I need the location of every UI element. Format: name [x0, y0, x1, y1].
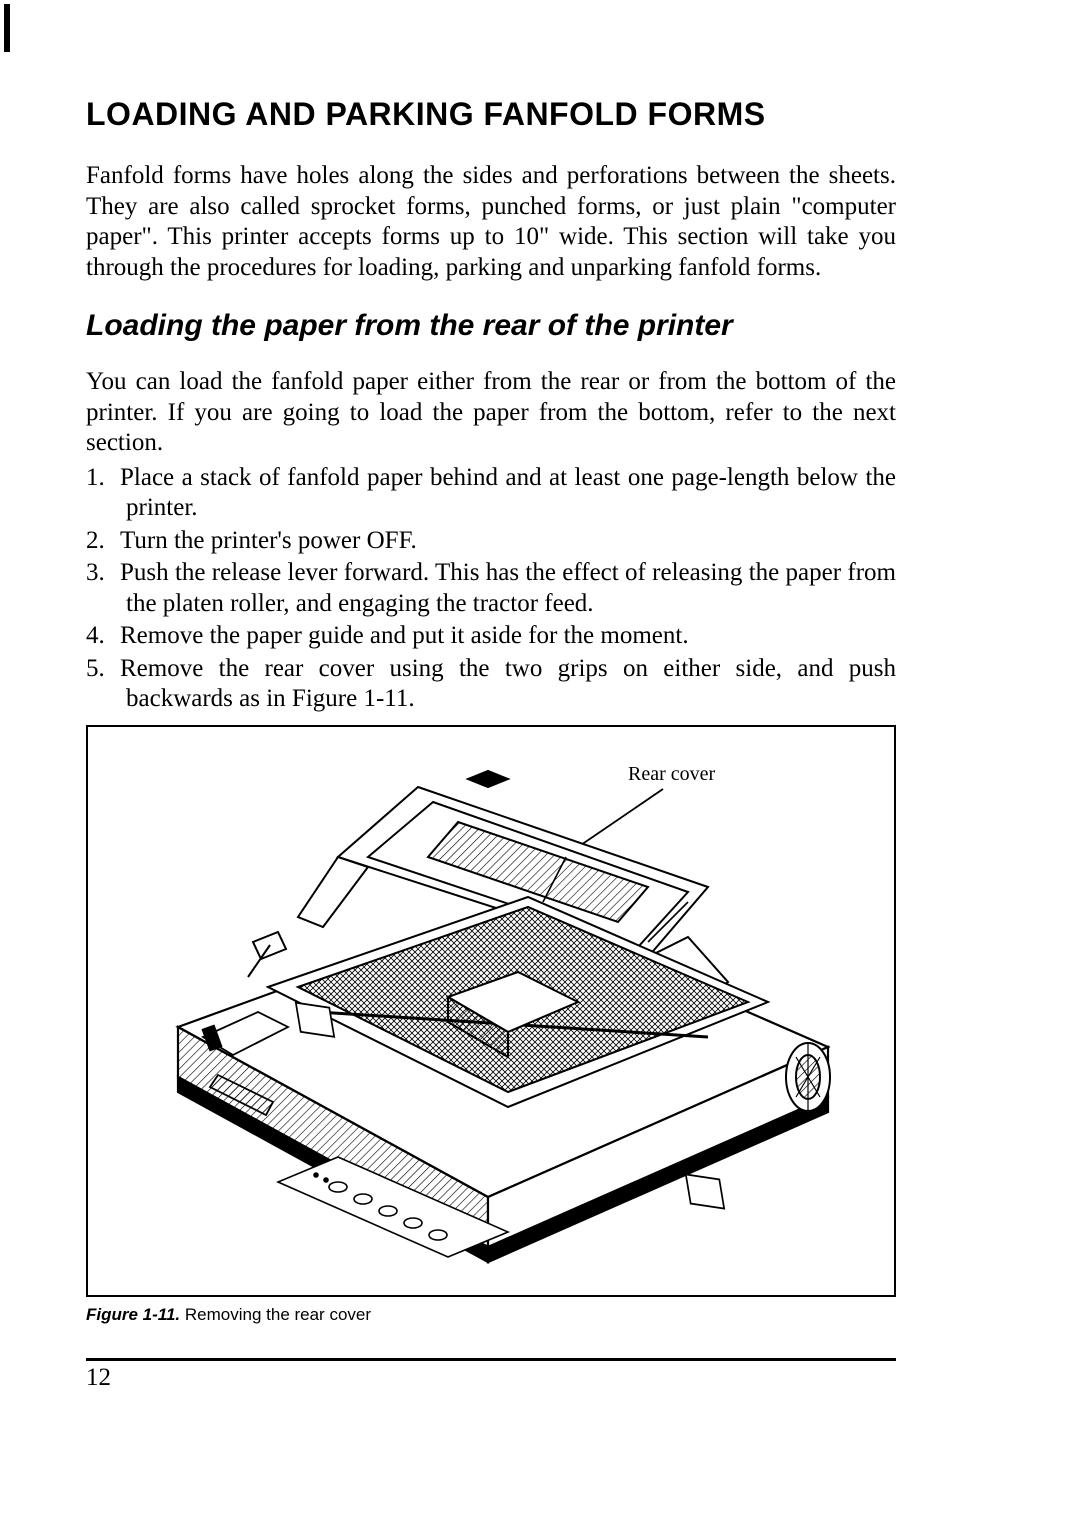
- footer-rule: [86, 1358, 896, 1361]
- list-item: Remove the rear cover using the two grip…: [86, 654, 896, 715]
- intro-paragraph: Fanfold forms have holes along the sides…: [86, 161, 896, 283]
- figure-illustration: Rear cover: [86, 725, 896, 1297]
- sub-paragraph: You can load the fanfold paper either fr…: [86, 367, 896, 459]
- scan-edge-mark: [4, 4, 10, 52]
- figure-number: Figure 1-11.: [86, 1305, 180, 1324]
- page-content: LOADING AND PARKING FANFOLD FORMS Fanfol…: [86, 96, 896, 1325]
- list-item: Place a stack of fanfold paper behind an…: [86, 463, 896, 524]
- list-item: Turn the printer's power OFF.: [86, 526, 896, 557]
- list-item: Remove the paper guide and put it aside …: [86, 621, 896, 652]
- step-list: Place a stack of fanfold paper behind an…: [86, 463, 896, 715]
- figure-caption: Figure 1-11. Removing the rear cover: [86, 1305, 896, 1325]
- subsection-heading: Loading the paper from the rear of the p…: [86, 309, 896, 343]
- figure-caption-text: Removing the rear cover: [180, 1305, 371, 1324]
- list-item: Push the release lever forward. This has…: [86, 558, 896, 619]
- printer-illustration-icon: [88, 727, 894, 1295]
- section-heading: LOADING AND PARKING FANFOLD FORMS: [86, 96, 896, 133]
- page-number: 12: [86, 1364, 111, 1392]
